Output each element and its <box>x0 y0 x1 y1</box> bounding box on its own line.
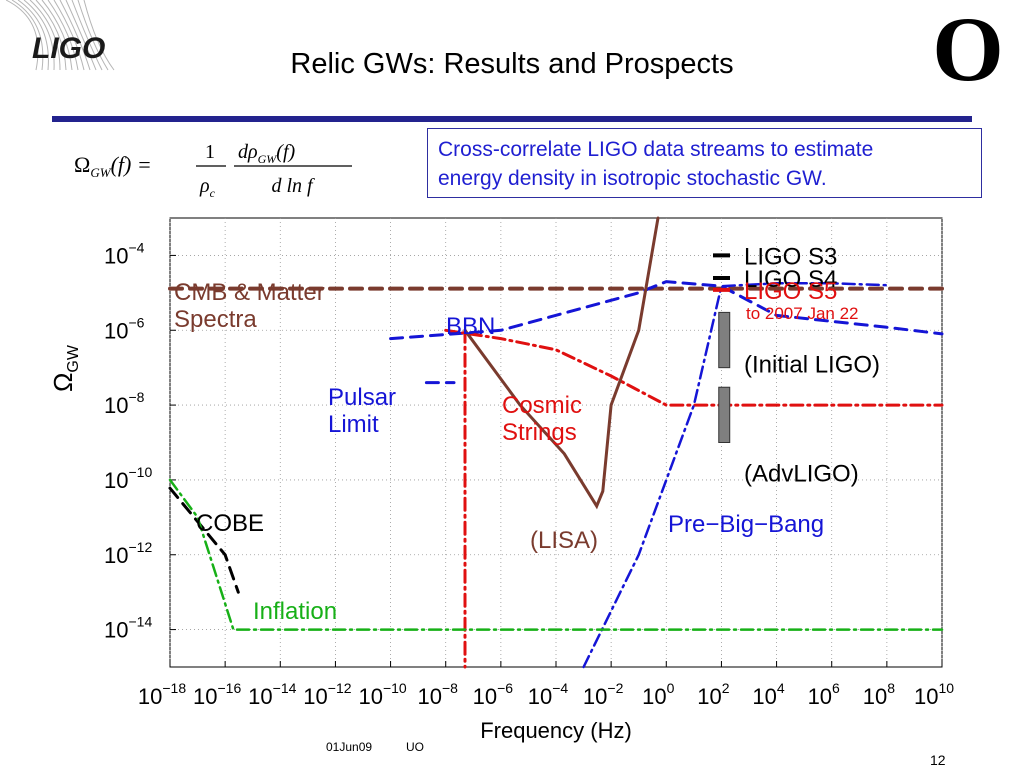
x-tick-label: 100 <box>642 680 674 709</box>
x-tick-label: 104 <box>752 680 784 709</box>
series-label-inflation: Inflation <box>253 598 337 625</box>
slide-title: Relic GWs: Results and Prospects <box>290 48 734 80</box>
box-label: (AdvLIGO) <box>744 460 859 487</box>
box-label: (Initial LIGO) <box>744 352 880 379</box>
ligo-logo: LIGO <box>6 0 115 71</box>
x-tick-label: 106 <box>808 680 840 709</box>
sensitivity-box <box>718 311 731 369</box>
series-label-cmb: Spectra <box>174 306 257 333</box>
footer-org: UO <box>406 740 424 754</box>
series-label-cosmic: Strings <box>502 419 577 446</box>
svg-text:dρGW(f): dρGW(f) <box>238 141 295 166</box>
y-tick-label: 10−12 <box>104 539 152 568</box>
y-tick-label: 10−14 <box>104 614 152 643</box>
y-axis-title: ΩGW <box>48 344 82 392</box>
omega-formula: ΩGW(f) = 1 ρc dρGW(f) d ln f <box>74 141 352 200</box>
y-tick-label: 10−10 <box>104 464 152 493</box>
x-axis-title: Frequency (Hz) <box>480 718 632 743</box>
page-number: 12 <box>930 752 946 768</box>
y-tick-label: 10−4 <box>104 239 145 268</box>
series-label-cobe: COBE <box>196 510 264 537</box>
legend-label: LIGO S5 <box>744 278 837 305</box>
series-cobe <box>168 486 240 594</box>
x-tick-label: 10−6 <box>473 680 514 709</box>
series-inflation <box>168 478 944 631</box>
series-label-cosmic: Cosmic <box>502 392 582 419</box>
y-tick-label: 10−8 <box>104 389 145 418</box>
legend-note: to 2007 Jan 22 <box>746 304 858 323</box>
x-tick-label: 10−10 <box>358 680 406 709</box>
series-label-cmb: CMB & Matter <box>174 279 325 306</box>
series-prebigbang <box>582 282 889 669</box>
svg-text:ΩGW(f) =: ΩGW(f) = <box>74 152 152 180</box>
x-tick-label: 1010 <box>914 680 954 709</box>
x-tick-label: 10−4 <box>528 680 569 709</box>
legend-label: LIGO S4 <box>744 266 837 293</box>
y-tick-label: 10−6 <box>104 314 145 343</box>
series-label-pulsar: Pulsar <box>328 384 396 411</box>
svg-text:d ln f: d ln f <box>271 175 315 197</box>
x-tick-label: 102 <box>697 680 729 709</box>
x-tick-label: 10−18 <box>138 680 186 709</box>
series-label-lisa: (LISA) <box>530 527 598 554</box>
x-tick-label: 10−2 <box>583 680 624 709</box>
svg-text:1: 1 <box>205 141 215 163</box>
x-tick-label: 10−8 <box>417 680 458 709</box>
series-label-bbn: BBN <box>446 313 495 340</box>
series-bbn <box>389 280 944 341</box>
callout-line-1: Cross-correlate LIGO data streams to est… <box>438 138 874 161</box>
series-lisa <box>463 216 660 510</box>
x-tick-label: 10−14 <box>248 680 296 709</box>
callout-box: Cross-correlate LIGO data streams to est… <box>427 128 982 198</box>
series-label-prebigbang: Pre−Big−Bang <box>668 511 824 538</box>
oregon-o-logo-text: O <box>932 8 1004 88</box>
series-label-pulsar: Limit <box>328 411 379 438</box>
footer-date: 01Jun09 <box>326 740 373 754</box>
legend-label: LIGO S3 <box>744 243 837 270</box>
sensitivity-box <box>718 386 731 444</box>
oregon-o-logo: O <box>932 8 1004 88</box>
callout-line-2: energy density in isotropic stochastic G… <box>438 167 827 190</box>
title-rule <box>52 116 972 122</box>
x-tick-label: 10−16 <box>193 680 241 709</box>
x-tick-label: 10−12 <box>303 680 351 709</box>
x-tick-label: 108 <box>863 680 895 709</box>
svg-text:ρc: ρc <box>199 175 216 200</box>
ligo-logo-text: LIGO <box>32 32 105 65</box>
